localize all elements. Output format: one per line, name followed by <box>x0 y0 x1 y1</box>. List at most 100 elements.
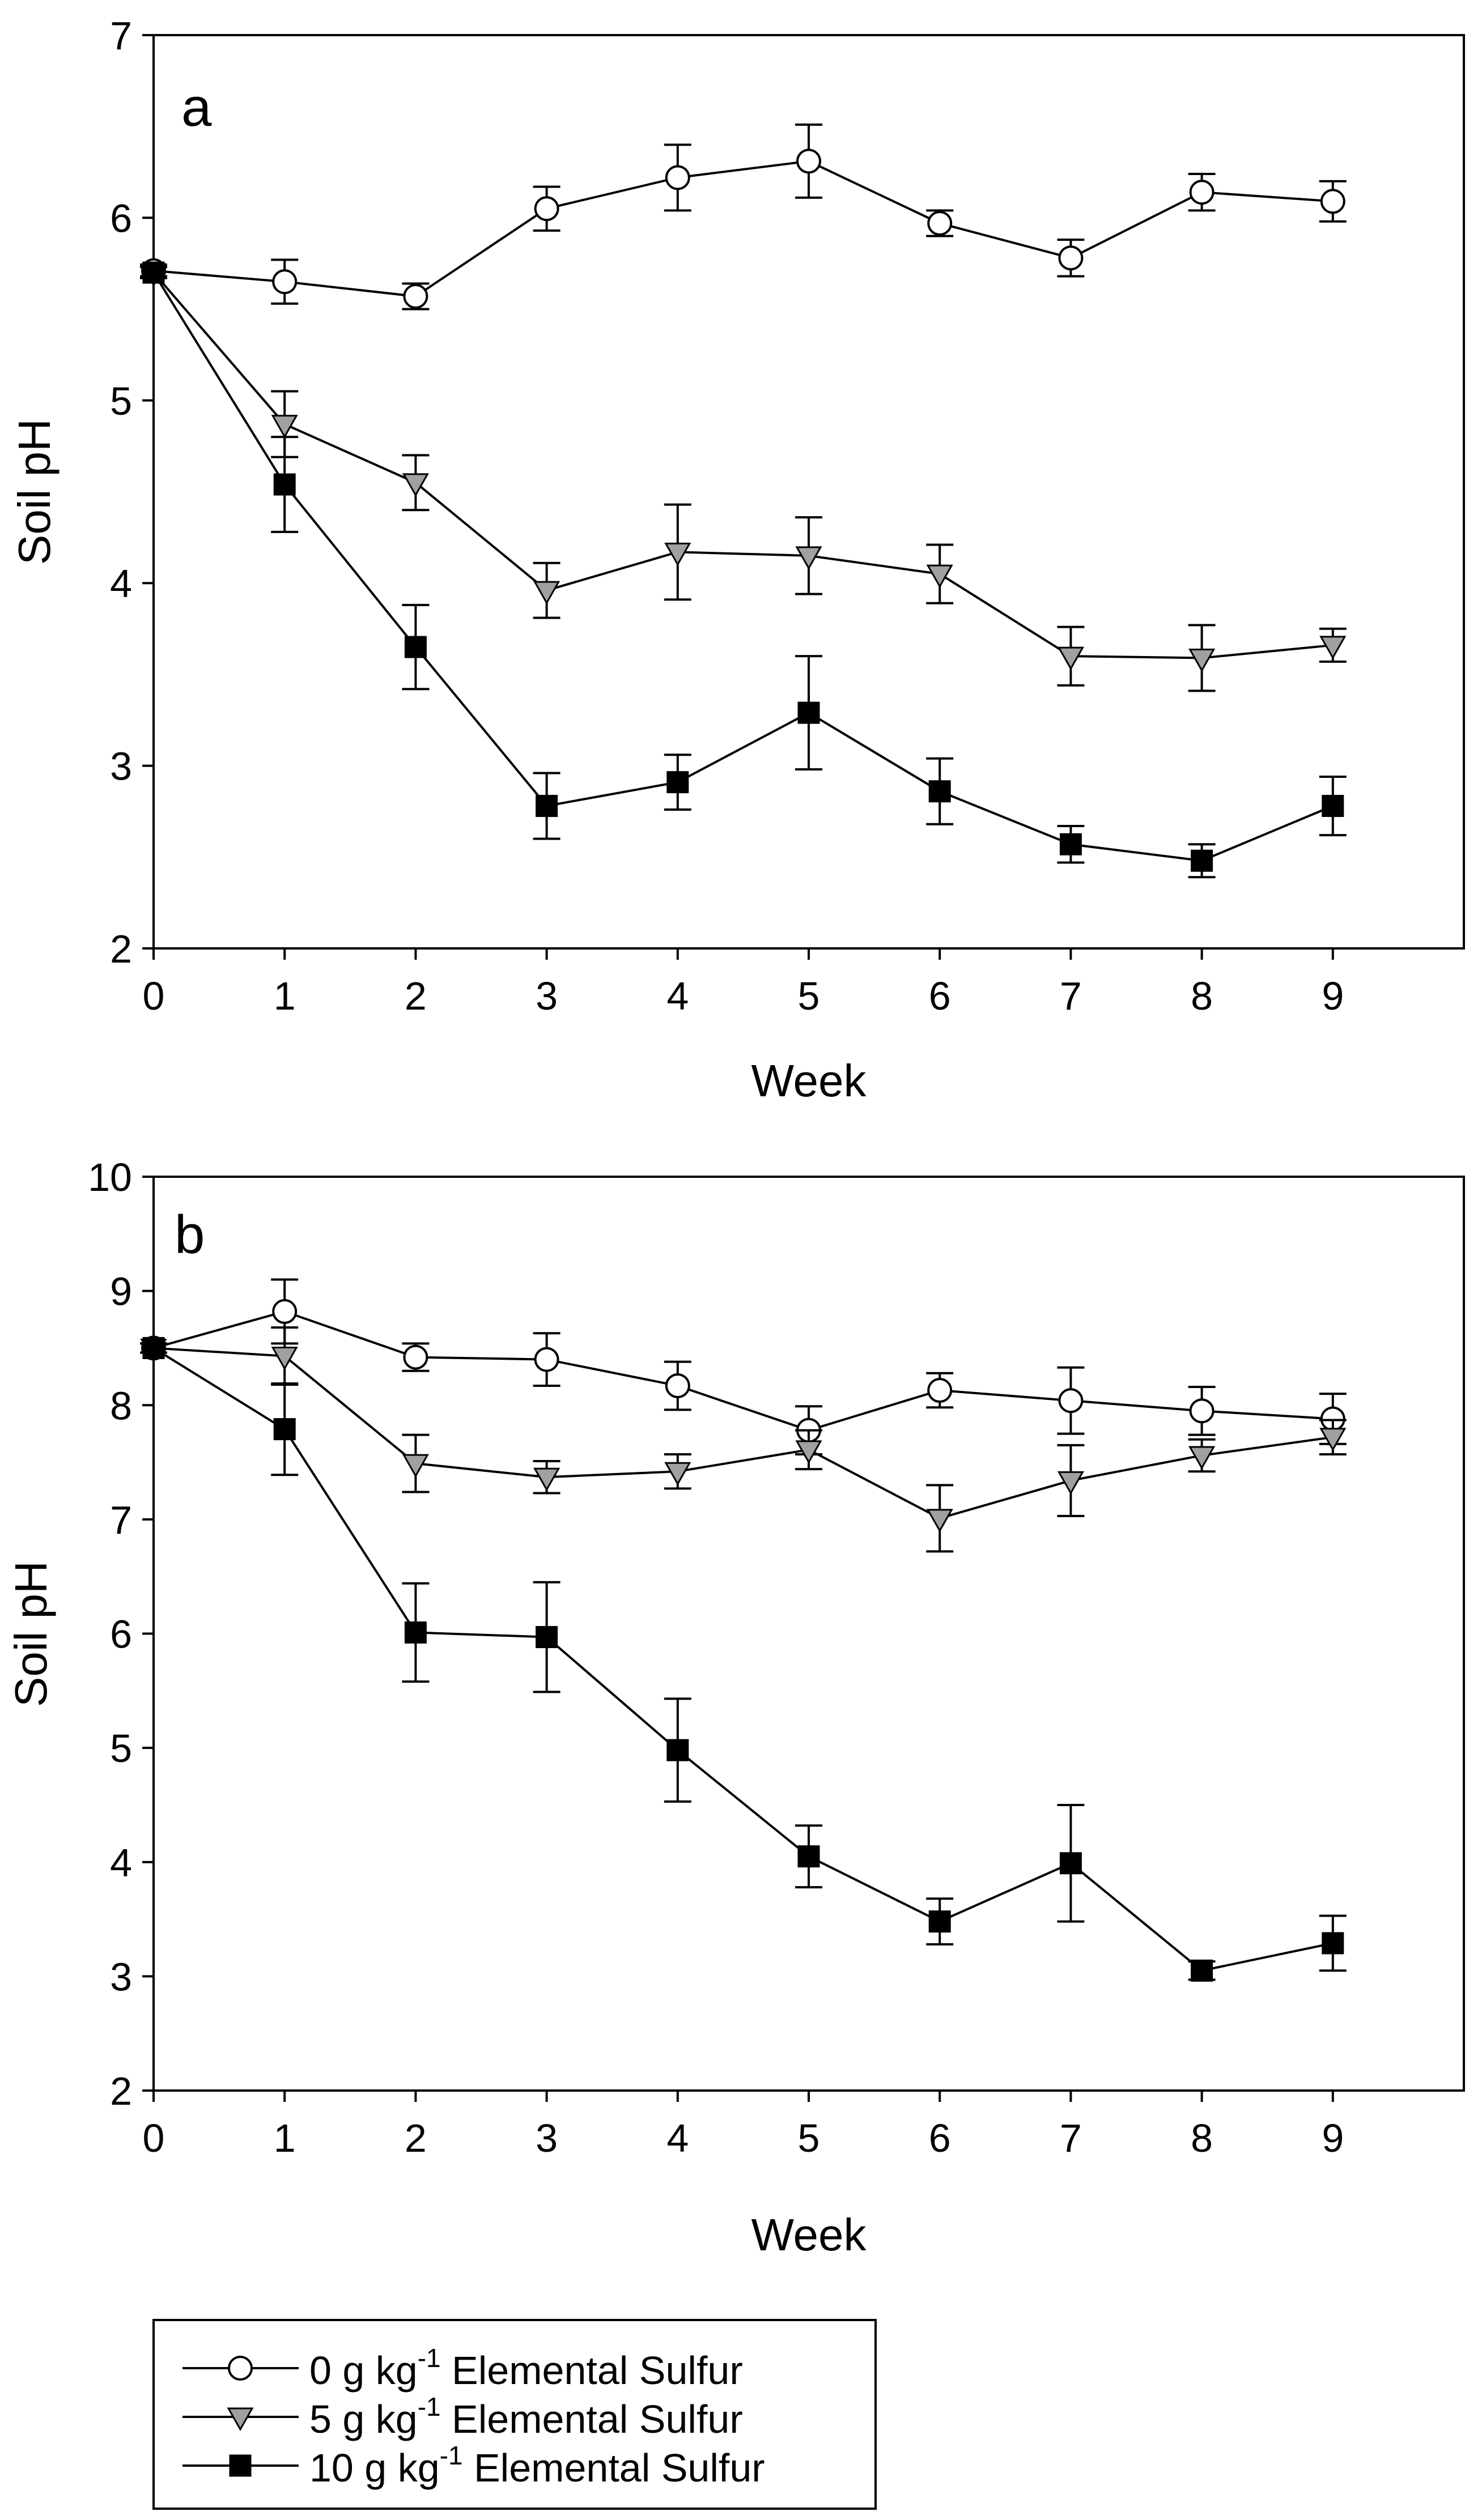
gray-down-triangle-marker-icon <box>227 2407 254 2432</box>
legend-marker-shape <box>227 2407 254 2432</box>
filled-square-marker <box>142 1336 165 1359</box>
open-circle-marker <box>1320 189 1345 214</box>
open-circle-marker <box>796 148 821 174</box>
series-line <box>153 1310 1333 1432</box>
gray-triangle-marker <box>795 546 822 570</box>
legend-label: 0 g kg-1 Elemental Sulfur <box>309 2343 743 2393</box>
open-circle-marker <box>1189 180 1215 205</box>
legend-label-suffix: Elemental Sulfur <box>441 2397 743 2441</box>
open-circle-marker <box>403 1344 428 1370</box>
gray-triangle-marker <box>402 473 429 497</box>
gray-triangle-marker <box>795 1440 822 1464</box>
series-square-filled <box>140 261 1347 879</box>
x-tick-label: 3 <box>536 2116 558 2160</box>
series-circle-open <box>140 123 1347 310</box>
y-tick-label: 9 <box>110 1270 132 1314</box>
x-tick-label: 4 <box>666 974 689 1018</box>
gray-triangle-marker <box>402 1454 429 1478</box>
x-tick-label: 2 <box>405 974 427 1018</box>
open-circle-marker <box>403 284 428 309</box>
y-tick-label: 5 <box>110 1726 132 1770</box>
panel-label: a <box>181 77 212 138</box>
legend-label-prefix: 0 g kg <box>309 2348 418 2393</box>
filled-square-marker <box>928 780 951 803</box>
open-circle-marker <box>534 1347 559 1372</box>
open-circle-marker <box>534 196 559 222</box>
x-tick-label: 6 <box>929 2116 951 2160</box>
gray-triangle-marker <box>1188 1446 1216 1470</box>
open-circle-marker <box>1189 1398 1215 1424</box>
y-tick-label: 2 <box>110 2069 132 2113</box>
gray-triangle-marker <box>533 581 560 605</box>
filled-square-marker <box>928 1910 951 1933</box>
gray-triangle-marker <box>664 542 691 567</box>
y-tick-label: 3 <box>110 744 132 789</box>
y-tick-label: 6 <box>110 1612 132 1657</box>
x-tick-label: 4 <box>666 2116 689 2160</box>
open-circle-marker <box>272 269 298 295</box>
x-axis: 0 1 2 3 4 5 6 7 8 9 <box>143 948 1344 1018</box>
gray-triangle-marker <box>1057 1471 1084 1495</box>
filled-square-marker <box>666 771 689 794</box>
legend-box <box>152 2319 877 2510</box>
filled-square-marker <box>536 1626 558 1649</box>
x-tick-label: 0 <box>143 2116 165 2160</box>
legend-label: 5 g kg-1 Elemental Sulfur <box>309 2392 743 2441</box>
x-tick-label: 1 <box>274 2116 296 2160</box>
panel-label: b <box>175 1204 205 1265</box>
x-tick-label: 6 <box>929 974 951 1018</box>
series-line <box>152 1347 1334 1972</box>
gray-triangle-marker <box>271 1347 298 1370</box>
x-tick-label: 1 <box>274 974 296 1018</box>
filled-square-marker <box>273 473 296 496</box>
y-tick-label: 4 <box>110 1841 132 1885</box>
legend-item-0-sulfur: 0 g kg-1 Elemental Sulfur <box>182 2343 743 2393</box>
gray-triangle-marker <box>533 1467 560 1492</box>
gray-triangle-marker <box>1319 1428 1347 1451</box>
filled-square-marker <box>1191 849 1213 872</box>
panel-a: a 2 3 4 5 6 7 0 1 2 3 4 5 6 7 8 9 Soil pH Week <box>9 14 1465 1106</box>
open-circle-marker <box>665 165 690 190</box>
filled-square-marker <box>797 1845 820 1868</box>
x-tick-label: 3 <box>536 974 558 1018</box>
legend-item-10-sulfur: 10 g kg-1 Elemental Sulfur <box>182 2441 765 2490</box>
gray-triangle-marker <box>664 1462 691 1486</box>
series-line <box>153 160 1333 298</box>
filled-square-marker <box>1059 833 1082 855</box>
open-circle-marker <box>1058 1388 1084 1414</box>
filled-square-marker <box>536 795 558 818</box>
legend-label-prefix: 10 g kg <box>309 2446 440 2490</box>
x-tick-label: 9 <box>1322 2116 1344 2160</box>
series-circle-open <box>140 1278 1347 1455</box>
filled-square-marker <box>1322 1932 1344 1955</box>
series-line <box>153 1347 1334 1520</box>
series-line <box>152 271 1333 659</box>
gray-triangle-marker <box>1057 646 1084 671</box>
filled-square-marker <box>404 636 427 658</box>
open-circle-marker <box>1058 245 1084 271</box>
legend-marker-shape <box>228 2356 253 2381</box>
legend-label: 10 g kg-1 Elemental Sulfur <box>309 2441 765 2490</box>
y-tick-label: 2 <box>110 927 132 971</box>
x-tick-label: 5 <box>798 974 820 1018</box>
y-axis-label: Soil pH <box>9 419 60 565</box>
filled-square-marker-icon <box>229 2454 252 2477</box>
plot-frame <box>152 1176 1465 2092</box>
x-tick-label: 2 <box>405 2116 427 2160</box>
y-tick-label: 6 <box>110 196 132 240</box>
data-marks <box>140 123 1347 879</box>
filled-square-marker <box>666 1739 689 1761</box>
x-tick-label: 8 <box>1191 974 1213 1018</box>
y-tick-label: 10 <box>88 1155 132 1199</box>
gray-triangle-marker <box>271 415 298 439</box>
legend-label-superscript: -1 <box>418 2392 441 2421</box>
open-circle-marker <box>272 1299 298 1324</box>
series-triangle-down-gray <box>140 263 1347 692</box>
x-axis: 0 1 2 3 4 5 6 7 8 9 <box>143 2091 1344 2160</box>
filled-square-marker <box>1191 1959 1213 1982</box>
open-circle-marker <box>665 1373 690 1398</box>
y-tick-label: 8 <box>110 1384 132 1428</box>
legend-marker-shape <box>229 2454 252 2477</box>
x-tick-label: 0 <box>143 974 165 1018</box>
